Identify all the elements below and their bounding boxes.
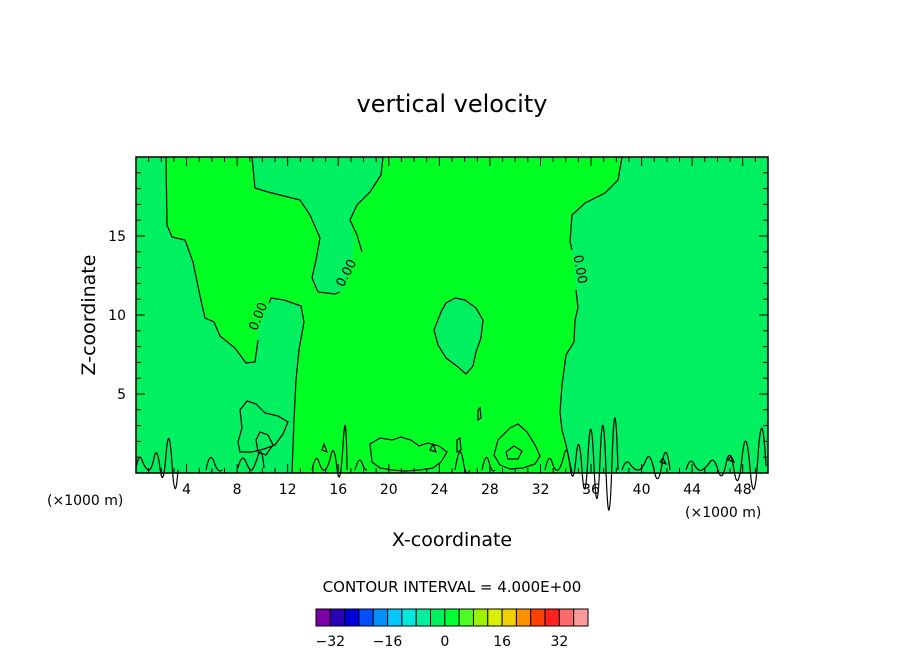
colorbar	[315, 608, 589, 627]
y-tick-label: 15	[108, 229, 126, 245]
contour-interval-label: CONTOUR INTERVAL = 4.000E+00	[323, 578, 582, 596]
x-units-label: (×1000 m)	[685, 505, 761, 521]
colorbar-swatch	[501, 608, 517, 627]
x-tick-label: 4	[182, 482, 191, 498]
colorbar-swatch	[430, 608, 446, 627]
plot-area: 0.000.00 0.00	[135, 156, 769, 511]
x-tick-labels: 4 8 12 16 20 24 28 32 36 40 44 48	[182, 482, 752, 498]
colorbar-swatch	[515, 608, 532, 627]
x-tick-label: 8	[233, 482, 242, 498]
x-tick-label: 40	[633, 482, 651, 498]
colorbar-tick-label: 32	[550, 634, 568, 650]
x-axis-label: X-coordinate	[392, 529, 512, 551]
colorbar-tick-labels: −32 −16 0 16 32	[316, 634, 569, 650]
x-tick-label: 16	[329, 482, 347, 498]
contour-label: 0.00	[570, 254, 590, 285]
colorbar-tick-label: −16	[373, 634, 403, 650]
colorbar-tick-label: −32	[316, 634, 346, 650]
colorbar-swatch	[472, 608, 489, 627]
colorbar-swatch	[387, 608, 403, 627]
x-tick-label: 48	[734, 482, 752, 498]
colorbar-swatch	[573, 608, 589, 627]
colorbar-swatch	[358, 608, 374, 627]
colorbar-swatch	[372, 608, 389, 627]
colorbar-swatch	[458, 608, 474, 627]
z-units-label: (×1000 m)	[47, 493, 123, 509]
positive-region-fill	[166, 157, 622, 473]
zero-contours	[135, 156, 767, 511]
colorbar-tick-label: 16	[493, 634, 511, 650]
y-tick-labels: 5 10 15	[108, 229, 126, 403]
colorbar-swatch	[487, 608, 503, 627]
y-tick-label: 10	[108, 308, 126, 324]
x-tick-label: 12	[279, 482, 297, 498]
colorbar-swatch	[329, 608, 346, 627]
x-tick-label: 24	[430, 482, 448, 498]
x-tick-label: 20	[380, 482, 398, 498]
colorbar-swatch	[444, 608, 460, 627]
colorbar-swatch	[344, 608, 360, 627]
colorbar-swatch	[401, 608, 417, 627]
colorbar-swatch	[544, 608, 560, 627]
x-axis-ticks	[148, 157, 756, 473]
colorbar-swatch	[530, 608, 546, 627]
chart-title: vertical velocity	[357, 90, 548, 118]
colorbar-swatch	[558, 608, 575, 627]
x-tick-label: 44	[683, 482, 701, 498]
y-axis-label: Z-coordinate	[78, 255, 100, 376]
x-tick-label: 28	[481, 482, 499, 498]
x-tick-label: 36	[582, 482, 600, 498]
y-tick-label: 5	[117, 387, 126, 403]
x-tick-label: 32	[532, 482, 550, 498]
updraft-bubble-fill	[434, 298, 483, 374]
colorbar-swatch	[415, 608, 432, 627]
colorbar-swatch	[315, 608, 331, 627]
colorbar-tick-label: 0	[440, 634, 449, 650]
y-axis-ticks	[136, 172, 768, 458]
